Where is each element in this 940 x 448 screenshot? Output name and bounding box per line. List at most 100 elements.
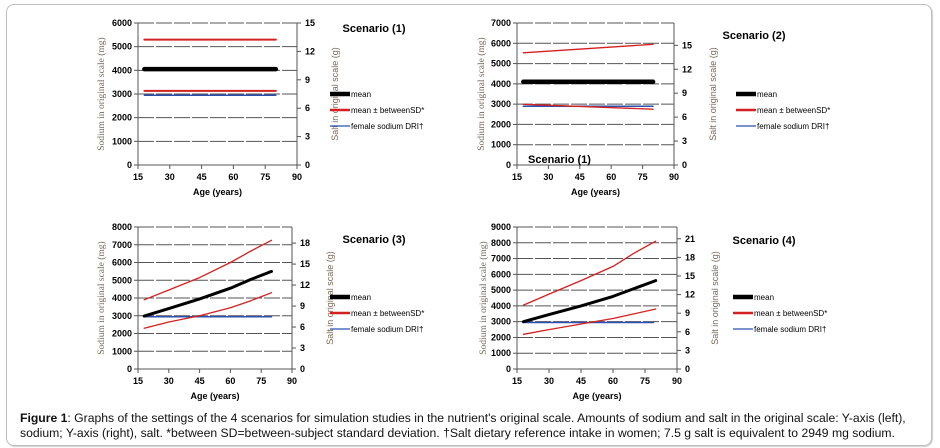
y-tick-label: 3000 xyxy=(112,89,132,99)
x-tick-label: 15 xyxy=(133,172,143,182)
x-tick-label: 75 xyxy=(256,376,266,386)
y-tick-label: 2000 xyxy=(112,329,132,339)
series-line-mean-betweensd xyxy=(522,103,654,110)
chart-legend: mean mean ± betweenSD* female sodium DRI† xyxy=(330,293,424,334)
y2-tick-label: 15 xyxy=(300,259,310,269)
legend-label-dri: female sodium DRI† xyxy=(754,325,826,334)
y-tick-label: 0 xyxy=(506,160,511,170)
y-tick-label: 7000 xyxy=(491,254,511,264)
series-line-mean-betweensd xyxy=(522,43,654,54)
y-tick-label: 9000 xyxy=(491,222,511,232)
y2-tick-label: 3 xyxy=(305,132,310,142)
y-tick-label: 5000 xyxy=(112,275,132,285)
chart-panel-3: 0 1000 2000 3000 4000 5000 6000 7000 8000 0 3 6 9 12 1… xyxy=(96,222,424,401)
legend-label-sd: mean ± betweenSD* xyxy=(351,106,424,115)
legend-label-sd: mean ± betweenSD* xyxy=(754,309,827,318)
y2-tick-label: 21 xyxy=(685,234,695,244)
x-tick-label: 60 xyxy=(228,172,238,182)
y2-tick-label: 18 xyxy=(300,238,310,248)
y2-axis-label: Salt in original scale (g) xyxy=(710,251,720,345)
x-tick-label: 75 xyxy=(640,376,650,386)
legend-label-dri: female sodium DRI† xyxy=(757,122,829,131)
x-tick-label: 45 xyxy=(576,376,586,386)
legend-label-dri: female sodium DRI† xyxy=(351,325,423,334)
y-axis-label: Sodium in original scale (mg) xyxy=(478,241,489,354)
y-tick-label: 5000 xyxy=(491,59,511,69)
y-axis-label: Sodium in original scale (mg) xyxy=(96,241,107,354)
y-tick-label: 2000 xyxy=(491,332,511,342)
y2-tick-label: 0 xyxy=(685,364,690,374)
y2-tick-label: 3 xyxy=(300,343,305,353)
series-line-mean-betweensd xyxy=(143,239,273,301)
series-line-mean-betweensd xyxy=(143,292,273,329)
y-tick-label: 6000 xyxy=(491,38,511,48)
y-tick-label: 3000 xyxy=(491,317,511,327)
legend-label-mean: mean xyxy=(351,293,371,302)
y-tick-label: 6000 xyxy=(491,269,511,279)
x-tick-label: 60 xyxy=(225,376,235,386)
legend-label-mean: mean xyxy=(757,90,777,99)
y2-tick-label: 6 xyxy=(300,322,305,332)
y2-tick-label: 12 xyxy=(682,64,692,74)
x-tick-label: 90 xyxy=(672,376,682,386)
y2-tick-label: 0 xyxy=(300,364,305,374)
y2-tick-label: 9 xyxy=(685,308,690,318)
y-tick-label: 1000 xyxy=(112,136,132,146)
figure-caption: Figure 1: Graphs of the settings of the … xyxy=(20,411,925,441)
chart-panel-2: 0 1000 2000 3000 4000 5000 6000 7000 0 3 6 9 12 15 15 3… xyxy=(476,18,830,197)
y2-tick-label: 6 xyxy=(682,112,687,122)
y-tick-label: 0 xyxy=(506,364,511,374)
y2-tick-label: 9 xyxy=(300,301,305,311)
x-tick-label: 15 xyxy=(133,376,143,386)
y-tick-label: 0 xyxy=(127,160,132,170)
y2-tick-label: 12 xyxy=(305,46,315,56)
y-tick-label: 3000 xyxy=(112,311,132,321)
y-tick-label: 1000 xyxy=(491,140,511,150)
y2-tick-label: 12 xyxy=(300,280,310,290)
y-tick-label: 1000 xyxy=(112,346,132,356)
chart-legend: mean mean ± betweenSD* female sodium DRI† xyxy=(736,90,830,131)
y2-tick-label: 15 xyxy=(685,271,695,281)
series-line-mean-betweensd xyxy=(522,308,657,335)
y-tick-label: 4000 xyxy=(491,79,511,89)
chart-title: Scenario (2) xyxy=(723,30,786,42)
caption-text: : Graphs of the settings of the 4 scenar… xyxy=(20,411,906,440)
series-line-mean xyxy=(142,269,273,318)
y-tick-label: 7000 xyxy=(112,240,132,250)
chart-legend: mean mean ± betweenSD* female sodium DRI† xyxy=(330,90,424,131)
y-tick-label: 4000 xyxy=(112,65,132,75)
y-tick-label: 5000 xyxy=(491,285,511,295)
y2-tick-label: 15 xyxy=(305,18,315,28)
x-tick-label: 90 xyxy=(287,376,297,386)
x-tick-label: 90 xyxy=(292,172,302,182)
x-tick-label: 30 xyxy=(164,376,174,386)
x-axis-label: Age (years) xyxy=(190,391,239,401)
y-tick-label: 4000 xyxy=(491,301,511,311)
figure-frame xyxy=(6,4,932,446)
y-tick-label: 6000 xyxy=(112,258,132,268)
chart-panel-4: 0 1000 2000 3000 4000 5000 6000 7000 8000 9000 0 3 6… xyxy=(478,222,827,401)
x-tick-label: 60 xyxy=(606,172,616,182)
y-tick-label: 8000 xyxy=(491,238,511,248)
y-tick-label: 7000 xyxy=(491,18,511,28)
legend-label-sd: mean ± betweenSD* xyxy=(351,309,424,318)
x-tick-label: 60 xyxy=(608,376,618,386)
legend-label-mean: mean xyxy=(351,90,371,99)
legend-label-mean: mean xyxy=(754,293,774,302)
chart-title: Scenario (3) xyxy=(343,234,406,246)
y-tick-label: 0 xyxy=(127,364,132,374)
y-tick-label: 2000 xyxy=(491,119,511,129)
series-line-mean-betweensd xyxy=(522,240,657,306)
series-line-mean xyxy=(521,279,658,324)
x-tick-label: 15 xyxy=(512,376,522,386)
y-tick-label: 5000 xyxy=(112,42,132,52)
x-tick-label: 45 xyxy=(195,376,205,386)
y2-tick-label: 6 xyxy=(305,103,310,113)
y2-tick-label: 6 xyxy=(685,327,690,337)
chart-legend: mean mean ± betweenSD* female sodium DRI† xyxy=(733,293,827,334)
legend-label-sd: mean ± betweenSD* xyxy=(757,106,830,115)
y-tick-label: 4000 xyxy=(112,293,132,303)
y-tick-label: 8000 xyxy=(112,222,132,232)
x-axis-label: Age (years) xyxy=(571,187,620,197)
x-tick-label: 75 xyxy=(638,172,648,182)
